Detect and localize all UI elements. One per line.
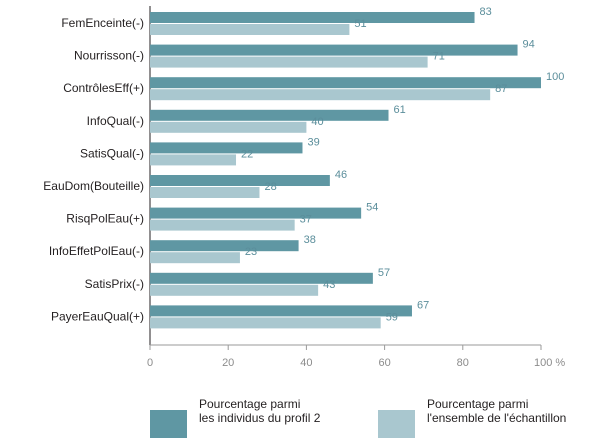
value-label: 83 <box>480 6 492 18</box>
category-label: SatisQual(-) <box>80 146 144 160</box>
legend-label-line1: Pourcentage parmi <box>427 397 529 411</box>
value-label: 87 <box>495 83 507 95</box>
value-label: 67 <box>417 299 429 311</box>
legend-item-profil2: Pourcentage parmi les individus du profi… <box>150 397 344 438</box>
legend-label-line1: Pourcentage parmi <box>199 397 301 411</box>
bar-echantillon <box>150 154 237 166</box>
value-label: 43 <box>323 279 335 291</box>
bar-profil2 <box>150 109 389 121</box>
bar-echantillon <box>150 219 295 231</box>
bar-echantillon <box>150 187 260 198</box>
bar-profil2 <box>150 142 303 154</box>
bar-profil2 <box>150 175 330 186</box>
category-label: FemEnceinte(-) <box>61 16 144 30</box>
bar-echantillon <box>150 56 428 68</box>
category-label: RisqPolEau(+) <box>66 212 144 226</box>
x-tick-label: 100 % <box>534 357 565 369</box>
value-label: 100 <box>546 71 564 83</box>
bar-profil2 <box>150 77 541 89</box>
value-label: 54 <box>366 202 378 214</box>
category-label: SatisPrix(-) <box>85 277 144 291</box>
value-label: 40 <box>311 116 323 128</box>
bar-chart: FemEnceinte(-) 83 51 Nourrisson(-) 94 71 Contr… <box>43 6 565 369</box>
bar-echantillon <box>150 317 381 329</box>
bar-profil2 <box>150 305 412 317</box>
value-label: 59 <box>386 311 398 323</box>
value-label: 39 <box>307 136 319 148</box>
value-label: 22 <box>241 148 253 160</box>
legend-swatch-profil2 <box>150 410 187 438</box>
value-label: 57 <box>378 267 390 279</box>
value-label: 38 <box>304 234 316 246</box>
category-label: InfoEffetPolEau(-) <box>49 244 144 258</box>
legend-item-echantillon: Pourcentage parmi l'ensemble de l'échant… <box>378 397 572 438</box>
bar-profil2 <box>150 207 362 219</box>
value-label: 46 <box>335 169 347 181</box>
value-label: 94 <box>523 39 535 51</box>
x-tick-label: 40 <box>300 357 312 369</box>
bar-profil2 <box>150 240 299 252</box>
value-label: 23 <box>245 246 257 258</box>
legend-label-line2: l'ensemble de l'échantillon <box>427 411 567 425</box>
category-label: PayerEauQual(+) <box>51 309 144 323</box>
value-label: 51 <box>354 18 366 30</box>
bar-echantillon <box>150 121 307 133</box>
legend: Pourcentage parmi les individus du profi… <box>0 397 613 448</box>
legend-label-profil2: Pourcentage parmi les individus du profi… <box>199 397 344 425</box>
x-tick-label: 80 <box>457 357 469 369</box>
x-tick-label: 0 <box>147 357 153 369</box>
x-ticks-group: 0 20 40 60 80 100 % <box>147 345 565 369</box>
bar-profil2 <box>150 272 373 284</box>
bars-group: FemEnceinte(-) 83 51 Nourrisson(-) 94 71 Contr… <box>43 6 564 329</box>
bar-profil2 <box>150 12 475 23</box>
bar-echantillon <box>150 24 350 35</box>
value-label: 61 <box>394 104 406 116</box>
bar-echantillon <box>150 252 240 264</box>
legend-label-echantillon: Pourcentage parmi l'ensemble de l'échant… <box>427 397 572 425</box>
x-tick-label: 60 <box>378 357 390 369</box>
category-label: EauDom(Bouteille) <box>43 179 144 193</box>
value-label: 37 <box>300 214 312 226</box>
category-label: ContrôlesEff(+) <box>63 81 144 95</box>
bar-profil2 <box>150 44 518 56</box>
legend-label-line2: les individus du profil 2 <box>199 411 321 425</box>
legend-swatch-echantillon <box>378 410 415 438</box>
bar-echantillon <box>150 284 319 296</box>
bar-echantillon <box>150 89 491 101</box>
x-tick-label: 20 <box>222 357 234 369</box>
category-label: InfoQual(-) <box>87 114 144 128</box>
value-label: 71 <box>433 51 445 63</box>
value-label: 28 <box>264 181 276 193</box>
category-label: Nourrisson(-) <box>74 49 144 63</box>
